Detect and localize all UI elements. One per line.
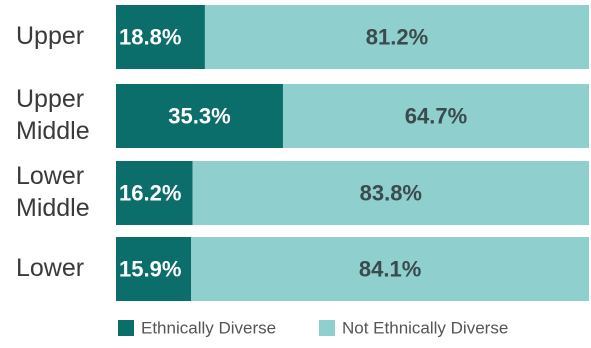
category-label-line: Lower [16, 162, 84, 190]
data-label-not-ethnically-diverse: 81.2% [366, 25, 428, 50]
category-label: Lower Middle [16, 162, 90, 222]
category-label: Upper Middle [16, 85, 90, 145]
bar-segment-ethnically-diverse [116, 5, 205, 69]
bar-segment-not-ethnically-diverse [282, 84, 589, 148]
data-label-not-ethnically-diverse: 84.1% [359, 257, 421, 282]
bar-segment-not-ethnically-diverse [204, 5, 589, 69]
category-label-line: Middle [16, 117, 90, 145]
category-label-line: Upper [16, 22, 84, 50]
category-label: Lower [16, 254, 84, 282]
legend-swatch-not-ethnically-diverse [319, 320, 335, 336]
data-label-ethnically-diverse: 35.3% [168, 104, 230, 129]
data-label-ethnically-diverse: 18.8% [119, 25, 181, 50]
category-label-line: Upper [16, 85, 84, 113]
data-label-ethnically-diverse: 16.2% [119, 181, 181, 206]
category-label-line: Middle [16, 194, 90, 222]
legend-label-not-ethnically-diverse: Not Ethnically Diverse [342, 319, 508, 338]
data-label-not-ethnically-diverse: 64.7% [405, 104, 467, 129]
data-label-not-ethnically-diverse: 83.8% [360, 181, 422, 206]
category-label: Upper [16, 22, 84, 50]
bar-segment-ethnically-diverse [116, 237, 192, 301]
legend-swatch-ethnically-diverse [118, 320, 134, 336]
bar-segment-not-ethnically-diverse [192, 161, 589, 225]
bar-segment-ethnically-diverse [116, 161, 193, 225]
data-label-ethnically-diverse: 15.9% [119, 257, 181, 282]
bar-segment-ethnically-diverse [116, 84, 283, 148]
legend-label-ethnically-diverse: Ethnically Diverse [141, 319, 276, 338]
category-label-line: Lower [16, 254, 84, 282]
bar-segment-not-ethnically-diverse [191, 237, 589, 301]
